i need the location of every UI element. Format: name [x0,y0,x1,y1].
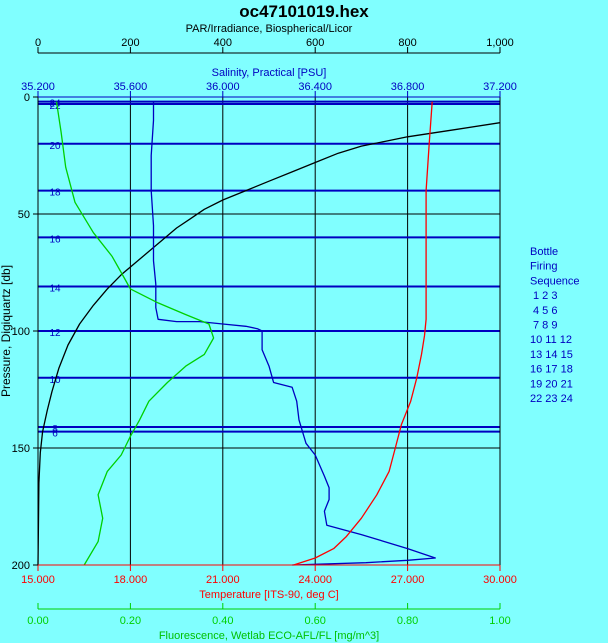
legend-line: 22 23 24 [530,393,573,405]
legend-line: 4 5 6 [533,305,557,317]
par-tick-label: 1,000 [486,37,514,49]
fluorescence-tick-label: 0.40 [212,615,233,627]
temperature-tick-label: 18.000 [114,574,148,586]
par-axis: 0 200 400 600 800 1,000 [35,37,514,54]
legend-line: 16 17 18 [530,364,573,376]
par-tick-label: 800 [398,37,416,49]
pressure-tick-label: 100 [12,326,30,338]
fluorescence-tick-label: 0.00 [27,615,48,627]
legend-line: Sequence [530,275,580,287]
bottle-label: 18 [49,188,61,199]
bottle-legend: Bottle Firing Sequence 1 2 3 4 5 6 7 8 9 10 11… [530,246,580,405]
temperature-axis-label: Temperature [ITS-90, deg C] [199,589,338,601]
salinity-tick-label: 35.600 [114,81,148,93]
salinity-profile-line [150,101,436,566]
fluorescence-tick-label: 0.80 [397,615,418,627]
pressure-tick-label: 150 [12,443,30,455]
pressure-axis-label: Pressure, Digiquartz [db] [0,265,13,397]
legend-line: 7 8 9 [533,320,557,332]
fluorescence-axis-label: Fluorescence, Wetlab ECO-AFL/FL [mg/m^3] [159,630,379,642]
salinity-tick-label: 37.200 [483,81,517,93]
salinity-tick-label: 36.800 [391,81,425,93]
temperature-axis: 15.000 18.000 21.000 24.000 27.000 30.000 [21,564,517,586]
legend-line: Bottle [530,246,558,258]
legend-line: 1 2 3 [533,290,557,302]
legend-line: 19 20 21 [530,378,573,390]
temperature-tick-label: 24.000 [298,574,332,586]
salinity-axis-label: Salinity, Practical [PSU] [212,67,327,79]
temperature-tick-label: 15.000 [21,574,55,586]
fluorescence-axis: 0.00 0.20 0.40 0.60 0.80 1.00 [27,603,511,627]
bottle-label: 8 [52,424,58,435]
par-profile-line [37,122,501,566]
par-axis-label: PAR/Irradiance, Biospherical/Licor [186,23,353,35]
temperature-profile-line [293,101,433,566]
par-tick-label: 200 [121,37,139,49]
series-layer [37,101,501,566]
par-tick-label: 600 [306,37,324,49]
bottle-label: 20 [49,141,61,152]
temperature-tick-label: 21.000 [206,574,240,586]
salinity-axis: 35.200 35.600 36.000 36.400 36.800 37.200 [21,81,517,98]
bottle-label: 14 [49,284,61,295]
bottle-label: 12 [49,328,61,339]
temperature-tick-label: 27.000 [391,574,425,586]
salinity-tick-label: 36.000 [206,81,240,93]
temperature-tick-label: 30.000 [483,574,517,586]
legend-line: 13 14 15 [530,349,573,361]
fluorescence-tick-label: 0.20 [120,615,141,627]
fluorescence-tick-label: 0.60 [304,615,325,627]
chart-title: oc47101019.hex [239,2,369,21]
par-tick-label: 0 [35,37,41,49]
pressure-tick-label: 0 [24,92,30,104]
salinity-tick-label: 35.200 [21,81,55,93]
bottle-label: 6 [52,429,58,440]
legend-line: Firing [530,261,558,273]
bottle-label: 22 [49,101,61,112]
pressure-tick-label: 200 [12,560,30,572]
fluorescence-profile-line [55,101,215,566]
salinity-tick-label: 36.400 [298,81,332,93]
par-tick-label: 400 [214,37,232,49]
fluorescence-tick-label: 1.00 [489,615,510,627]
pressure-axis: 0 50 100 150 200 [12,92,38,572]
pressure-tick-label: 50 [18,209,30,221]
legend-line: 10 11 12 [530,334,572,346]
bottle-label: 16 [49,234,61,245]
